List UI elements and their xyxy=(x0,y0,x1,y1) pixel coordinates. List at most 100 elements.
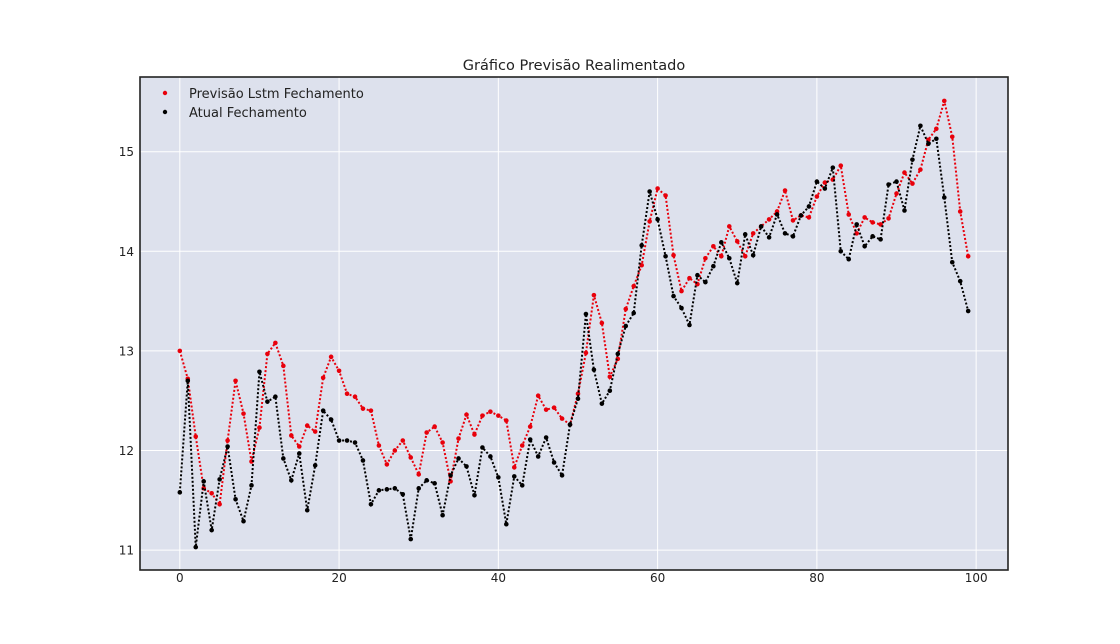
data-point-prediction xyxy=(822,180,828,185)
data-point-prediction xyxy=(750,231,756,236)
data-point-actual xyxy=(193,544,199,550)
x-tick-label: 80 xyxy=(809,571,824,585)
y-tick-label: 14 xyxy=(119,245,134,259)
data-point-prediction xyxy=(504,418,509,423)
legend-marker-prediction xyxy=(162,90,168,96)
data-point-prediction xyxy=(328,354,334,360)
x-tick-label: 100 xyxy=(965,571,988,585)
data-point-actual xyxy=(814,179,820,184)
data-point-prediction xyxy=(225,438,230,443)
data-point-actual xyxy=(726,255,732,261)
data-point-prediction xyxy=(281,363,286,369)
data-point-prediction xyxy=(480,413,485,418)
data-point-actual xyxy=(695,272,700,278)
data-point-actual xyxy=(806,204,812,209)
data-point-prediction xyxy=(870,220,875,225)
plot-frame xyxy=(139,76,1009,571)
data-point-prediction xyxy=(217,501,222,507)
data-point-prediction xyxy=(440,440,445,445)
data-point-prediction xyxy=(511,465,517,470)
data-point-actual xyxy=(344,438,350,443)
data-point-prediction xyxy=(273,340,278,346)
data-point-prediction xyxy=(488,409,493,414)
data-point-prediction xyxy=(734,239,740,244)
data-point-actual xyxy=(965,308,971,314)
data-point-prediction xyxy=(368,408,374,413)
data-point-actual xyxy=(854,222,859,227)
data-point-actual xyxy=(543,435,549,440)
data-point-prediction xyxy=(193,434,199,439)
data-point-actual xyxy=(456,456,461,461)
data-point-actual xyxy=(822,186,828,191)
data-point-actual xyxy=(671,293,676,299)
plot-area xyxy=(140,77,1008,570)
y-tick-label: 13 xyxy=(119,344,134,358)
data-point-actual xyxy=(472,493,477,498)
axis-ticks: 0 20 40 60 80 100 11 12 13 14 15 xyxy=(119,145,988,585)
data-point-actual xyxy=(424,478,429,483)
data-point-actual xyxy=(623,323,629,329)
data-point-actual xyxy=(217,477,222,482)
data-point-actual xyxy=(902,208,907,213)
data-point-prediction xyxy=(352,394,358,400)
data-point-actual xyxy=(527,437,533,442)
data-point-actual xyxy=(766,235,772,240)
data-point-prediction xyxy=(559,416,565,421)
data-point-prediction xyxy=(766,217,772,222)
data-point-actual xyxy=(257,369,262,375)
data-point-prediction xyxy=(304,423,310,428)
data-point-prediction xyxy=(790,218,796,223)
data-point-prediction xyxy=(726,224,732,229)
x-tick-label: 20 xyxy=(331,571,346,585)
data-point-prediction xyxy=(384,462,390,467)
data-point-prediction xyxy=(360,406,366,411)
data-point-actual xyxy=(559,473,565,478)
legend-marker-actual xyxy=(162,109,168,115)
data-point-prediction xyxy=(416,472,422,477)
data-point-prediction xyxy=(886,216,891,221)
data-point-prediction xyxy=(894,191,899,196)
data-point-prediction xyxy=(551,405,557,410)
data-point-prediction xyxy=(655,186,660,191)
data-point-prediction xyxy=(265,351,270,357)
data-point-actual xyxy=(296,451,302,456)
data-point-prediction xyxy=(583,350,589,356)
data-point-actual xyxy=(360,458,366,463)
data-point-prediction xyxy=(742,253,748,259)
data-point-actual xyxy=(926,141,931,147)
legend-label-actual: Atual Fechamento xyxy=(189,106,307,121)
data-point-actual xyxy=(894,179,899,184)
data-point-actual xyxy=(949,259,955,265)
data-point-actual xyxy=(878,237,883,242)
data-point-actual xyxy=(599,401,605,406)
data-point-actual xyxy=(719,240,724,245)
data-point-actual xyxy=(838,248,844,254)
data-point-prediction xyxy=(671,252,676,258)
data-point-actual xyxy=(591,367,597,373)
data-point-prediction xyxy=(687,275,692,281)
x-tick-label: 40 xyxy=(491,571,506,585)
data-point-prediction xyxy=(519,443,525,448)
data-point-prediction xyxy=(209,491,214,496)
data-point-actual xyxy=(941,195,947,200)
data-point-prediction xyxy=(934,126,939,132)
data-point-actual xyxy=(790,234,796,239)
data-point-actual xyxy=(798,213,804,218)
data-point-actual xyxy=(583,311,589,317)
data-point-actual xyxy=(607,388,613,394)
data-point-prediction xyxy=(838,163,844,168)
data-point-actual xyxy=(448,473,453,478)
data-point-prediction xyxy=(408,455,414,460)
data-point-actual xyxy=(631,310,637,316)
data-point-prediction xyxy=(902,170,907,175)
data-point-actual xyxy=(687,322,692,328)
data-point-actual xyxy=(416,486,422,491)
data-point-actual xyxy=(575,396,581,401)
data-point-prediction xyxy=(289,433,294,438)
data-point-actual xyxy=(846,256,852,262)
legend-label-prediction: Previsão Lstm Fechamento xyxy=(189,87,364,102)
data-point-actual xyxy=(480,445,485,450)
data-point-actual xyxy=(703,279,708,285)
